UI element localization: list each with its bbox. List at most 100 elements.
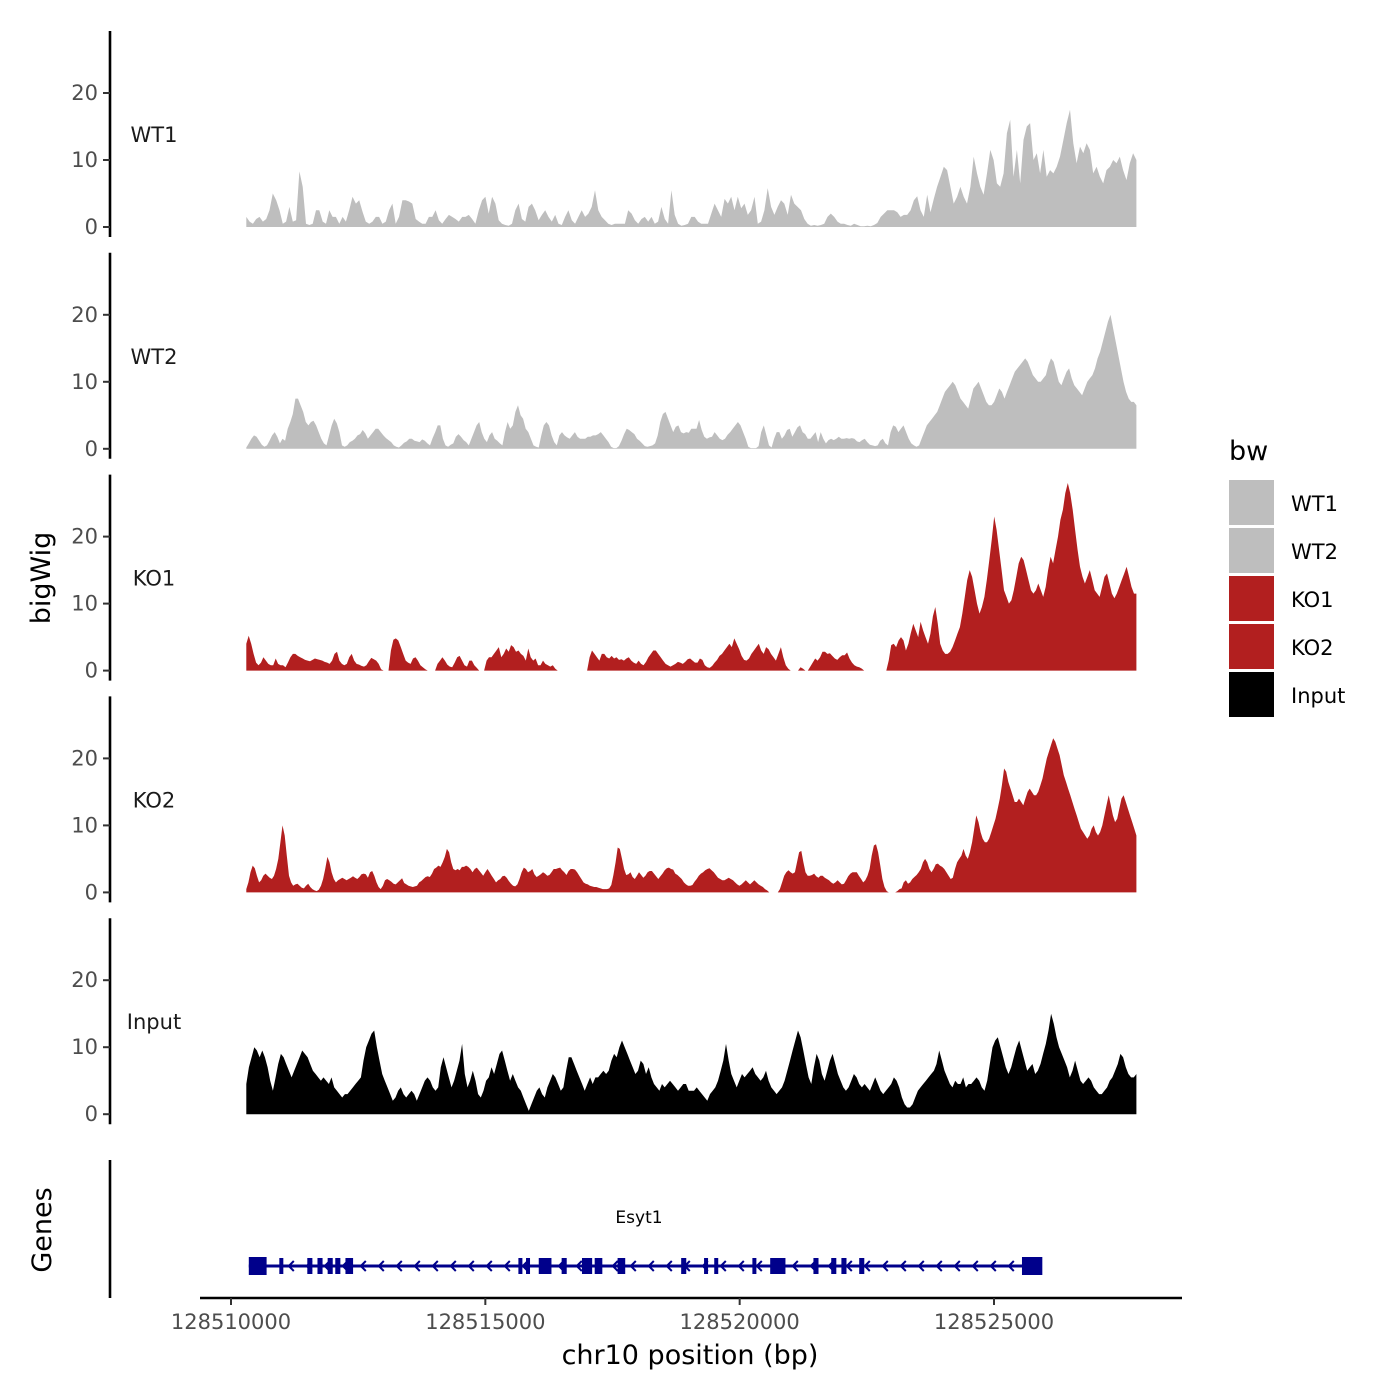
track-wt1: 0 10 20 WT1 bbox=[71, 31, 1137, 239]
gene-name-label: Esyt1 bbox=[615, 1208, 662, 1228]
x-axis-title: chr10 position (bp) bbox=[562, 1340, 819, 1371]
strand-arrow bbox=[377, 1260, 385, 1272]
exon-22 bbox=[841, 1258, 847, 1274]
exon-20 bbox=[813, 1258, 819, 1274]
strand-arrow bbox=[971, 1260, 979, 1272]
strand-arrow bbox=[935, 1260, 943, 1272]
exon-15 bbox=[681, 1258, 687, 1274]
strand-arrow bbox=[899, 1260, 907, 1272]
signal-area-wt1 bbox=[246, 109, 1137, 227]
y-tick-label-wt1-20: 20 bbox=[71, 81, 98, 105]
strand-arrow bbox=[611, 1260, 619, 1272]
y-tick-label-wt1-10: 10 bbox=[71, 148, 98, 172]
signal-area-input bbox=[246, 1013, 1137, 1115]
gene-track: Esyt1 bbox=[108, 1160, 1043, 1298]
legend-title: bw bbox=[1229, 436, 1268, 467]
strand-arrow bbox=[791, 1260, 799, 1272]
track-ko2: 0 10 20 KO2 bbox=[71, 696, 1137, 904]
exon-17 bbox=[714, 1258, 719, 1274]
y-tick-label-wt2-10: 10 bbox=[71, 370, 98, 394]
strand-arrow bbox=[755, 1260, 763, 1272]
signal-area-wt2 bbox=[246, 314, 1137, 449]
exon-18 bbox=[752, 1258, 757, 1274]
strand-arrow bbox=[665, 1260, 673, 1272]
strand-arrow bbox=[359, 1260, 367, 1272]
y-axis-title: bigWig bbox=[26, 532, 57, 625]
exon-8 bbox=[518, 1258, 523, 1274]
strand-arrow bbox=[1007, 1260, 1015, 1272]
legend-label-ko1: KO1 bbox=[1291, 588, 1334, 612]
strand-arrow bbox=[881, 1260, 889, 1272]
exon-24 bbox=[1021, 1257, 1043, 1275]
exon-2 bbox=[279, 1258, 284, 1274]
legend-label-wt1: WT1 bbox=[1291, 492, 1338, 516]
strand-arrow bbox=[431, 1260, 439, 1272]
strand-arrow bbox=[647, 1260, 655, 1272]
exon-11 bbox=[561, 1258, 567, 1274]
x-tick-label-128515000: 128515000 bbox=[425, 1310, 545, 1334]
signal-area-ko2 bbox=[246, 738, 1137, 893]
exon-7 bbox=[345, 1258, 354, 1274]
legend-label-input: Input bbox=[1291, 684, 1345, 708]
x-axis: 128510000 128515000 128520000 128525000 bbox=[171, 1296, 1182, 1334]
strand-arrow bbox=[629, 1260, 637, 1272]
legend-key-ko2 bbox=[1229, 624, 1274, 669]
exon-14 bbox=[617, 1258, 626, 1274]
track-label-input: Input bbox=[127, 1010, 181, 1034]
x-tick-label-128510000: 128510000 bbox=[171, 1310, 291, 1334]
y-tick-label-wt2-20: 20 bbox=[71, 303, 98, 327]
signal-tracks: 0 10 20 WT1 0 10 20 WT2 0 10 20 KO1 0 10 20 KO2 0 10 20 Inp… bbox=[71, 31, 1137, 1126]
strand-arrow bbox=[953, 1260, 961, 1272]
y-tick-label-wt1-0: 0 bbox=[85, 215, 98, 239]
exon-1 bbox=[248, 1257, 267, 1275]
track-label-ko2: KO2 bbox=[133, 788, 176, 812]
legend-key-ko1 bbox=[1229, 576, 1274, 621]
y-tick-label-ko1-0: 0 bbox=[85, 659, 98, 683]
y-tick-label-input-10: 10 bbox=[71, 1035, 98, 1059]
exon-12 bbox=[581, 1258, 593, 1274]
strand-arrow bbox=[863, 1260, 871, 1272]
track-label-wt1: WT1 bbox=[131, 123, 178, 147]
exon-13 bbox=[594, 1258, 603, 1274]
strand-arrow bbox=[467, 1260, 475, 1272]
exon-5 bbox=[327, 1258, 333, 1274]
legend-label-wt2: WT2 bbox=[1291, 540, 1338, 564]
y-tick-label-input-20: 20 bbox=[71, 968, 98, 992]
genes-track-label: Genes bbox=[27, 1187, 58, 1272]
strand-arrow bbox=[485, 1260, 493, 1272]
strand-arrow bbox=[917, 1260, 925, 1272]
exon-9 bbox=[526, 1258, 531, 1274]
y-tick-label-ko2-10: 10 bbox=[71, 813, 98, 837]
y-tick-label-ko1-10: 10 bbox=[71, 592, 98, 616]
x-tick-label-128520000: 128520000 bbox=[680, 1310, 800, 1334]
exon-6 bbox=[335, 1258, 341, 1274]
strand-arrow bbox=[989, 1260, 997, 1272]
y-tick-label-ko2-20: 20 bbox=[71, 746, 98, 770]
strand-arrow bbox=[503, 1260, 511, 1272]
exon-3 bbox=[307, 1258, 313, 1274]
strand-arrow bbox=[449, 1260, 457, 1272]
exon-21 bbox=[831, 1258, 837, 1274]
strand-arrow bbox=[575, 1260, 583, 1272]
y-tick-label-ko1-20: 20 bbox=[71, 525, 98, 549]
legend: bw WT1 WT2 KO1 KO2 Input bbox=[1229, 436, 1345, 717]
y-tick-label-input-0: 0 bbox=[85, 1102, 98, 1126]
track-input: 0 10 20 Input bbox=[71, 918, 1137, 1126]
strand-arrow bbox=[287, 1260, 295, 1272]
signal-area-ko1 bbox=[246, 483, 1137, 671]
track-ko1: 0 10 20 KO1 bbox=[71, 474, 1137, 683]
exon-4 bbox=[317, 1258, 323, 1274]
exon-19 bbox=[770, 1258, 786, 1274]
exon-23 bbox=[859, 1258, 865, 1274]
x-tick-label-128525000: 128525000 bbox=[934, 1310, 1054, 1334]
legend-key-wt2 bbox=[1229, 528, 1274, 573]
exon-16 bbox=[704, 1258, 709, 1274]
legend-key-input bbox=[1229, 672, 1274, 717]
strand-arrow bbox=[395, 1260, 403, 1272]
strand-arrow bbox=[719, 1260, 727, 1272]
legend-key-wt1 bbox=[1229, 480, 1274, 525]
y-tick-label-wt2-0: 0 bbox=[85, 437, 98, 461]
track-wt2: 0 10 20 WT2 bbox=[71, 252, 1137, 461]
exon-10 bbox=[538, 1258, 552, 1274]
